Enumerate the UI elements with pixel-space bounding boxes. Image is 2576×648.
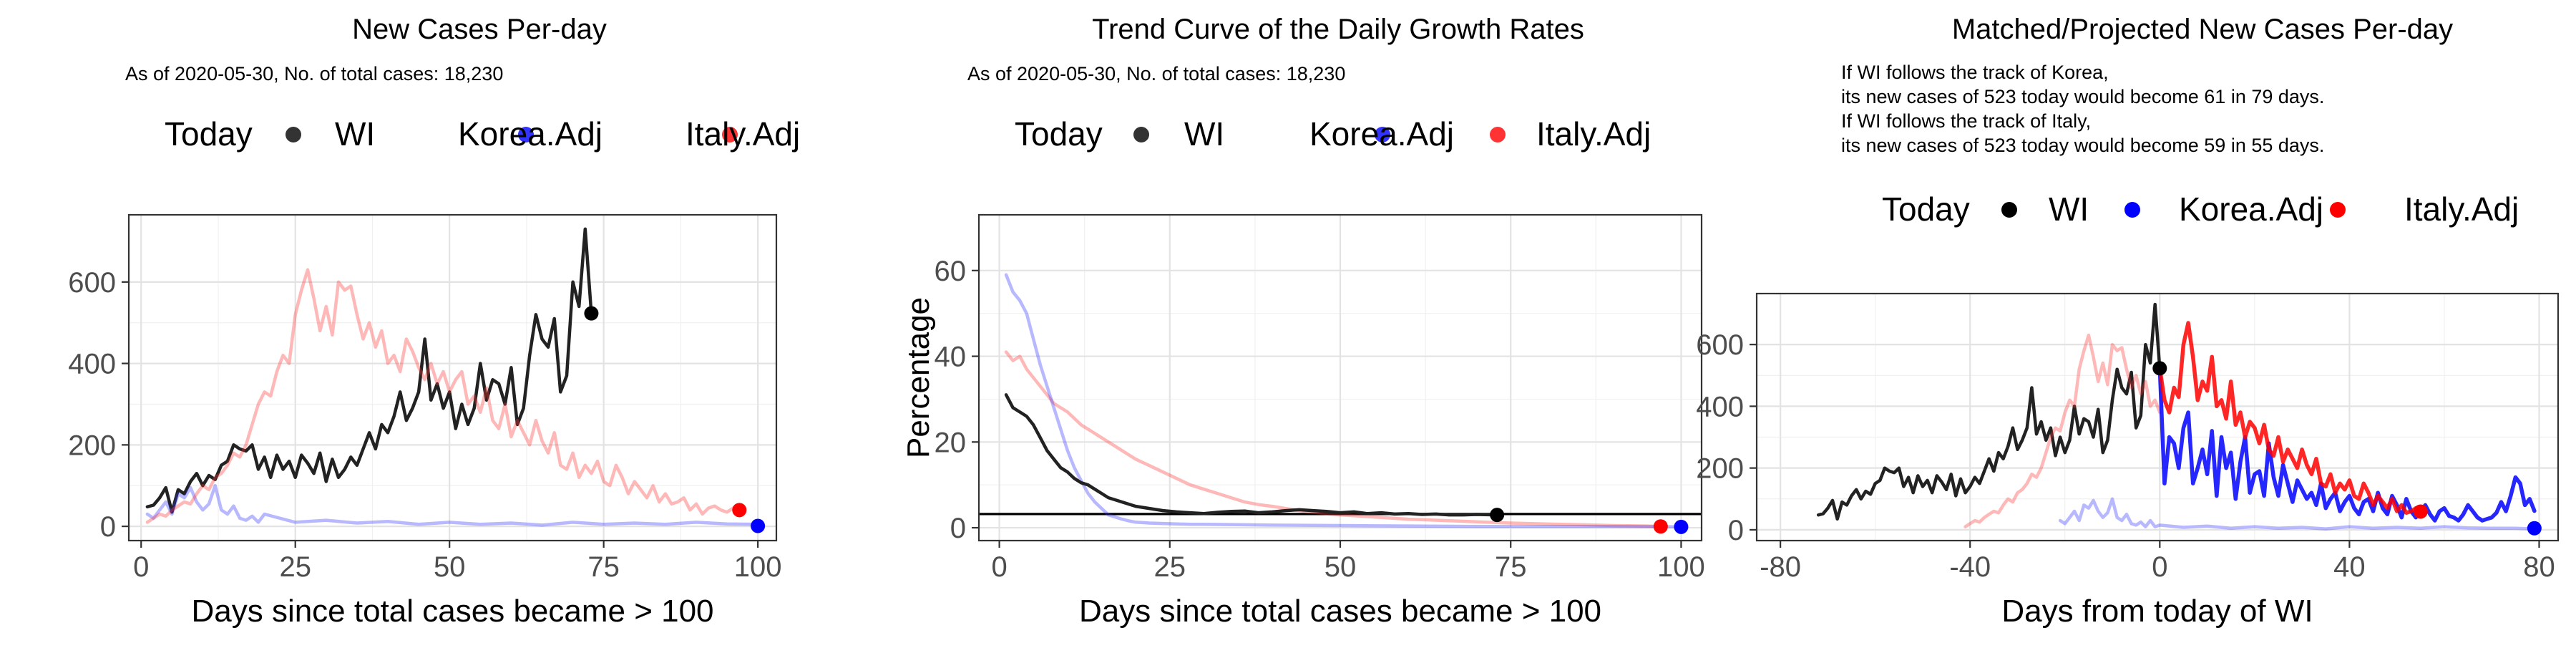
- chart-title: New Cases Per-day: [352, 14, 607, 45]
- legend-label: WI: [1184, 115, 1224, 153]
- legend-title: Today: [165, 115, 253, 153]
- legend-label: WI: [2049, 190, 2089, 228]
- legend-label: Korea.Adj: [1309, 115, 1454, 153]
- legend-marker: [286, 127, 301, 142]
- y-tick-label: 400: [68, 349, 116, 380]
- legend-marker: [2001, 202, 2017, 218]
- legend-marker: [1133, 127, 1149, 142]
- today-point: [2152, 361, 2167, 376]
- chart-subtitle: As of 2020-05-30, No. of total cases: 18…: [125, 63, 503, 84]
- legend-marker: [722, 127, 738, 142]
- x-tick-label: 0: [991, 551, 1007, 583]
- x-tick-label: 0: [133, 551, 149, 583]
- y-tick-label: 400: [1696, 391, 1744, 422]
- chart-subtitle-line: its new cases of 523 today would become …: [1841, 86, 2324, 107]
- today-point: [751, 518, 766, 533]
- legend-label: WI: [335, 115, 375, 153]
- y-tick-label: 0: [1728, 515, 1744, 546]
- chart-panel-2: Trend Curve of the Daily Growth Rates As …: [901, 14, 1705, 629]
- series-line: [1004, 350, 1663, 528]
- today-point: [1490, 508, 1505, 523]
- series-line: [145, 227, 593, 514]
- legend-title: Today: [1015, 115, 1103, 153]
- x-tick-label: 40: [2333, 551, 2366, 583]
- series-line: [145, 268, 741, 524]
- legend-marker: [2330, 202, 2346, 218]
- x-tick-label: 25: [1154, 551, 1186, 583]
- y-tick-label: 0: [950, 513, 966, 544]
- chart-subtitle-line: If WI follows the track of Korea,: [1841, 62, 2109, 83]
- today-point: [584, 306, 599, 321]
- y-tick-label: 600: [1696, 329, 1744, 361]
- x-tick-label: 100: [1657, 551, 1705, 583]
- y-tick-label: 0: [100, 511, 116, 543]
- chart-title: Trend Curve of the Daily Growth Rates: [1092, 14, 1584, 45]
- legend-label: Korea.Adj: [2179, 190, 2323, 228]
- x-tick-label: 100: [734, 551, 782, 583]
- series-line: [2058, 497, 2537, 531]
- x-tick-label: 75: [587, 551, 620, 583]
- x-tick-label: 75: [1495, 551, 1527, 583]
- legend-marker: [1375, 127, 1390, 142]
- x-tick-label: -80: [1760, 551, 1801, 583]
- chart-subtitle-line: If WI follows the track of Italy,: [1841, 110, 2091, 132]
- legend-title: Today: [1882, 190, 1970, 228]
- x-axis-title: Days from today of WI: [2001, 594, 2313, 629]
- x-axis-title: Days since total cases became > 100: [1079, 594, 1601, 629]
- plot-border: [127, 213, 778, 542]
- series-line: [145, 483, 760, 527]
- plot-border: [1755, 292, 2560, 542]
- y-axis-title: Percentage: [901, 297, 936, 458]
- y-tick-label: 200: [1696, 453, 1744, 485]
- legend-label: Italy.Adj: [686, 115, 800, 153]
- today-point: [2413, 504, 2428, 519]
- x-tick-label: 50: [434, 551, 466, 583]
- today-point: [1674, 519, 1689, 534]
- chart-panel-3: Matched/Projected New Cases Per-day If WI…: [1696, 14, 2560, 629]
- y-tick-label: 600: [68, 267, 116, 299]
- plot-area: [129, 215, 776, 541]
- today-point: [1653, 519, 1668, 534]
- x-tick-label: 50: [1324, 551, 1357, 583]
- x-tick-label: 0: [2152, 551, 2167, 583]
- today-point: [732, 503, 747, 518]
- x-tick-label: -40: [1949, 551, 1991, 583]
- x-axis-title: Days since total cases became > 100: [191, 594, 713, 629]
- legend-marker: [2124, 202, 2140, 218]
- x-tick-label: 80: [2523, 551, 2555, 583]
- series-line: [1963, 333, 2162, 528]
- legend-marker: [1490, 127, 1506, 142]
- chart-subtitle: As of 2020-05-30, No. of total cases: 18…: [967, 63, 1345, 84]
- legend-marker: [518, 127, 534, 142]
- legend-label: Korea.Adj: [458, 115, 602, 153]
- series-line: [2157, 366, 2537, 523]
- chart-subtitle-line: its new cases of 523 today would become …: [1841, 135, 2324, 156]
- y-tick-label: 40: [935, 342, 967, 373]
- chart-panel-1: New Cases Per-day As of 2020-05-30, No. o…: [68, 14, 800, 629]
- chart-title: Matched/Projected New Cases Per-day: [1952, 14, 2453, 45]
- x-tick-label: 25: [279, 551, 311, 583]
- series-line: [2157, 321, 2423, 515]
- today-point: [2527, 521, 2542, 536]
- series-line: [1004, 273, 1683, 529]
- y-tick-label: 20: [935, 427, 967, 458]
- series-line: [1816, 302, 2162, 521]
- series-line: [1004, 393, 1499, 517]
- legend-label: Italy.Adj: [2404, 190, 2519, 228]
- y-tick-label: 60: [935, 256, 967, 287]
- legend-label: Italy.Adj: [1536, 115, 1651, 153]
- y-tick-label: 200: [68, 430, 116, 461]
